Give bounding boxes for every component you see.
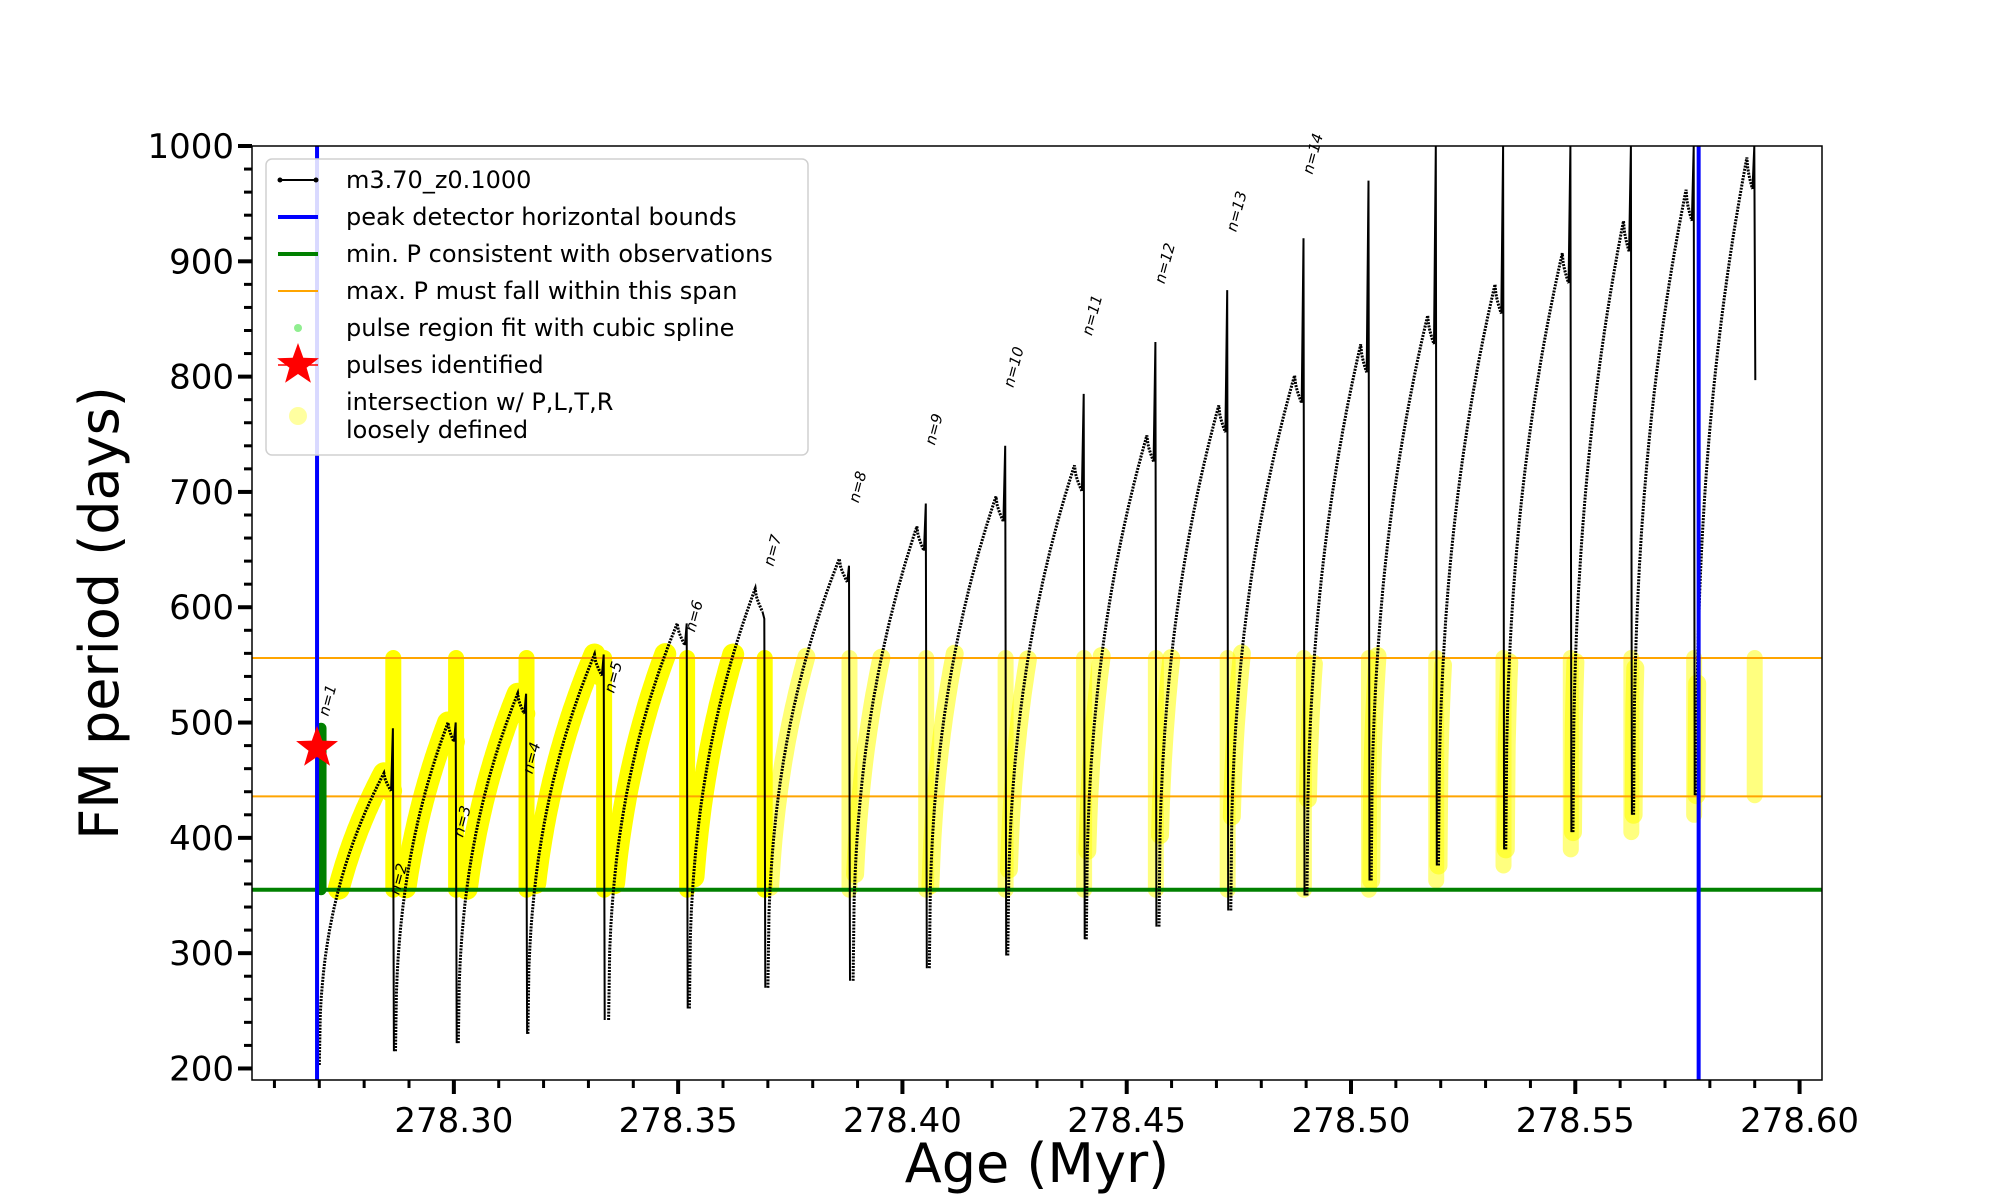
x-tick-label: 278.40 (843, 1101, 962, 1141)
legend-marker-1-dot-a (277, 177, 283, 183)
y-tick-label: 500 (169, 704, 234, 744)
y-tick-label: 600 (169, 588, 234, 628)
pulse-spike-7 (846, 565, 851, 981)
pulse-curve-18 (1571, 220, 1631, 833)
pulse-curve-14 (1305, 343, 1369, 896)
pulse-curve-8 (851, 526, 926, 981)
y-tick-label: 300 (169, 934, 234, 974)
highlight-pulse-14 (1298, 654, 1323, 808)
pulse-curve-1 (317, 768, 393, 1066)
pulse-spike-9 (1002, 445, 1008, 956)
legend-label-4: max. P must fall within this span (346, 277, 737, 305)
pulse-spike-4 (600, 654, 606, 1021)
pulse-star-marker (296, 725, 338, 766)
legend-marker-6 (277, 343, 319, 383)
pulse-curve-4 (526, 649, 604, 1034)
pulse-curve-12 (1157, 404, 1227, 927)
x-tick-label: 278.30 (394, 1101, 513, 1141)
x-tick-label: 278.45 (1067, 1101, 1186, 1141)
horizontal-reference-lines (252, 656, 1822, 892)
y-tick-label: 900 (169, 242, 234, 282)
y-tick-label: 800 (169, 358, 234, 398)
pulse-spike-13 (1300, 238, 1306, 896)
pulse-curve-16 (1437, 284, 1503, 866)
pulse-spike-14 (1365, 180, 1371, 881)
pulse-spike-10 (1080, 393, 1086, 940)
pulse-curve-10 (1006, 464, 1084, 956)
pulse-curve-5 (607, 617, 687, 1021)
legend-label-1: m3.70_z0.1000 (346, 166, 531, 194)
x-axis-title: Age (Myr) (905, 1132, 1170, 1195)
x-tick-label: 278.50 (1292, 1101, 1411, 1141)
pulse-spike-5 (683, 623, 689, 1009)
pulse-curve-3 (456, 688, 526, 1044)
legend-label-2: peak detector horizontal bounds (346, 203, 737, 231)
pulse-spike-6 (761, 611, 767, 988)
pulse-curve-17 (1504, 252, 1571, 850)
axes: 200 300 400 500 600 700 800 900 1000 278.30 278.35… (68, 127, 1859, 1195)
pulse-curve-6 (687, 582, 764, 1009)
pulse-spike-11 (1152, 341, 1158, 927)
pulse-spike-2 (452, 722, 458, 1044)
y-tick-label: 700 (169, 473, 234, 513)
pulse-marker (296, 725, 338, 766)
y-tick-label: 1000 (147, 127, 234, 167)
highlight-pulse-2 (394, 711, 465, 899)
legend-label-3: min. P consistent with observations (346, 240, 773, 268)
legend-label-6: pulses identified (346, 351, 544, 379)
x-tick-label: 278.55 (1516, 1101, 1635, 1141)
highlight-pulse-19 (1624, 659, 1645, 824)
legend-label-7-line2: loosely defined (346, 416, 528, 444)
y-axis-title: FM period (days) (68, 386, 131, 840)
legend-label-7: intersection w/ P,L,T,R (346, 388, 613, 416)
legend-label-5: pulse region fit with cubic spline (346, 314, 734, 342)
highlight-pulse-12 (1151, 649, 1181, 845)
y-tick-label: 200 (169, 1049, 234, 1089)
pulse-spike-12 (1224, 290, 1230, 911)
pulse-curve-13 (1229, 375, 1304, 911)
legend-marker-1-dot-b (313, 177, 319, 183)
legend-box (265, 158, 809, 456)
y-tick-label: 400 (169, 819, 234, 859)
x-tick-label: 278.35 (619, 1101, 738, 1141)
pulse-curve-19 (1632, 189, 1694, 815)
legend-marker-7 (289, 407, 307, 425)
pulse-curve-15 (1369, 315, 1436, 881)
x-tick-label: 278.60 (1740, 1101, 1859, 1141)
pulse-spike-1 (390, 728, 395, 1052)
pulse-curve-9 (927, 496, 1005, 969)
pulse-spike-3 (523, 693, 529, 1034)
legend-marker-5 (294, 324, 302, 332)
pulse-spike-8 (923, 503, 928, 969)
pulse-curve-2 (394, 716, 456, 1052)
pulse-curve-7 (766, 552, 849, 988)
pulse-curve-20 (1694, 157, 1754, 796)
